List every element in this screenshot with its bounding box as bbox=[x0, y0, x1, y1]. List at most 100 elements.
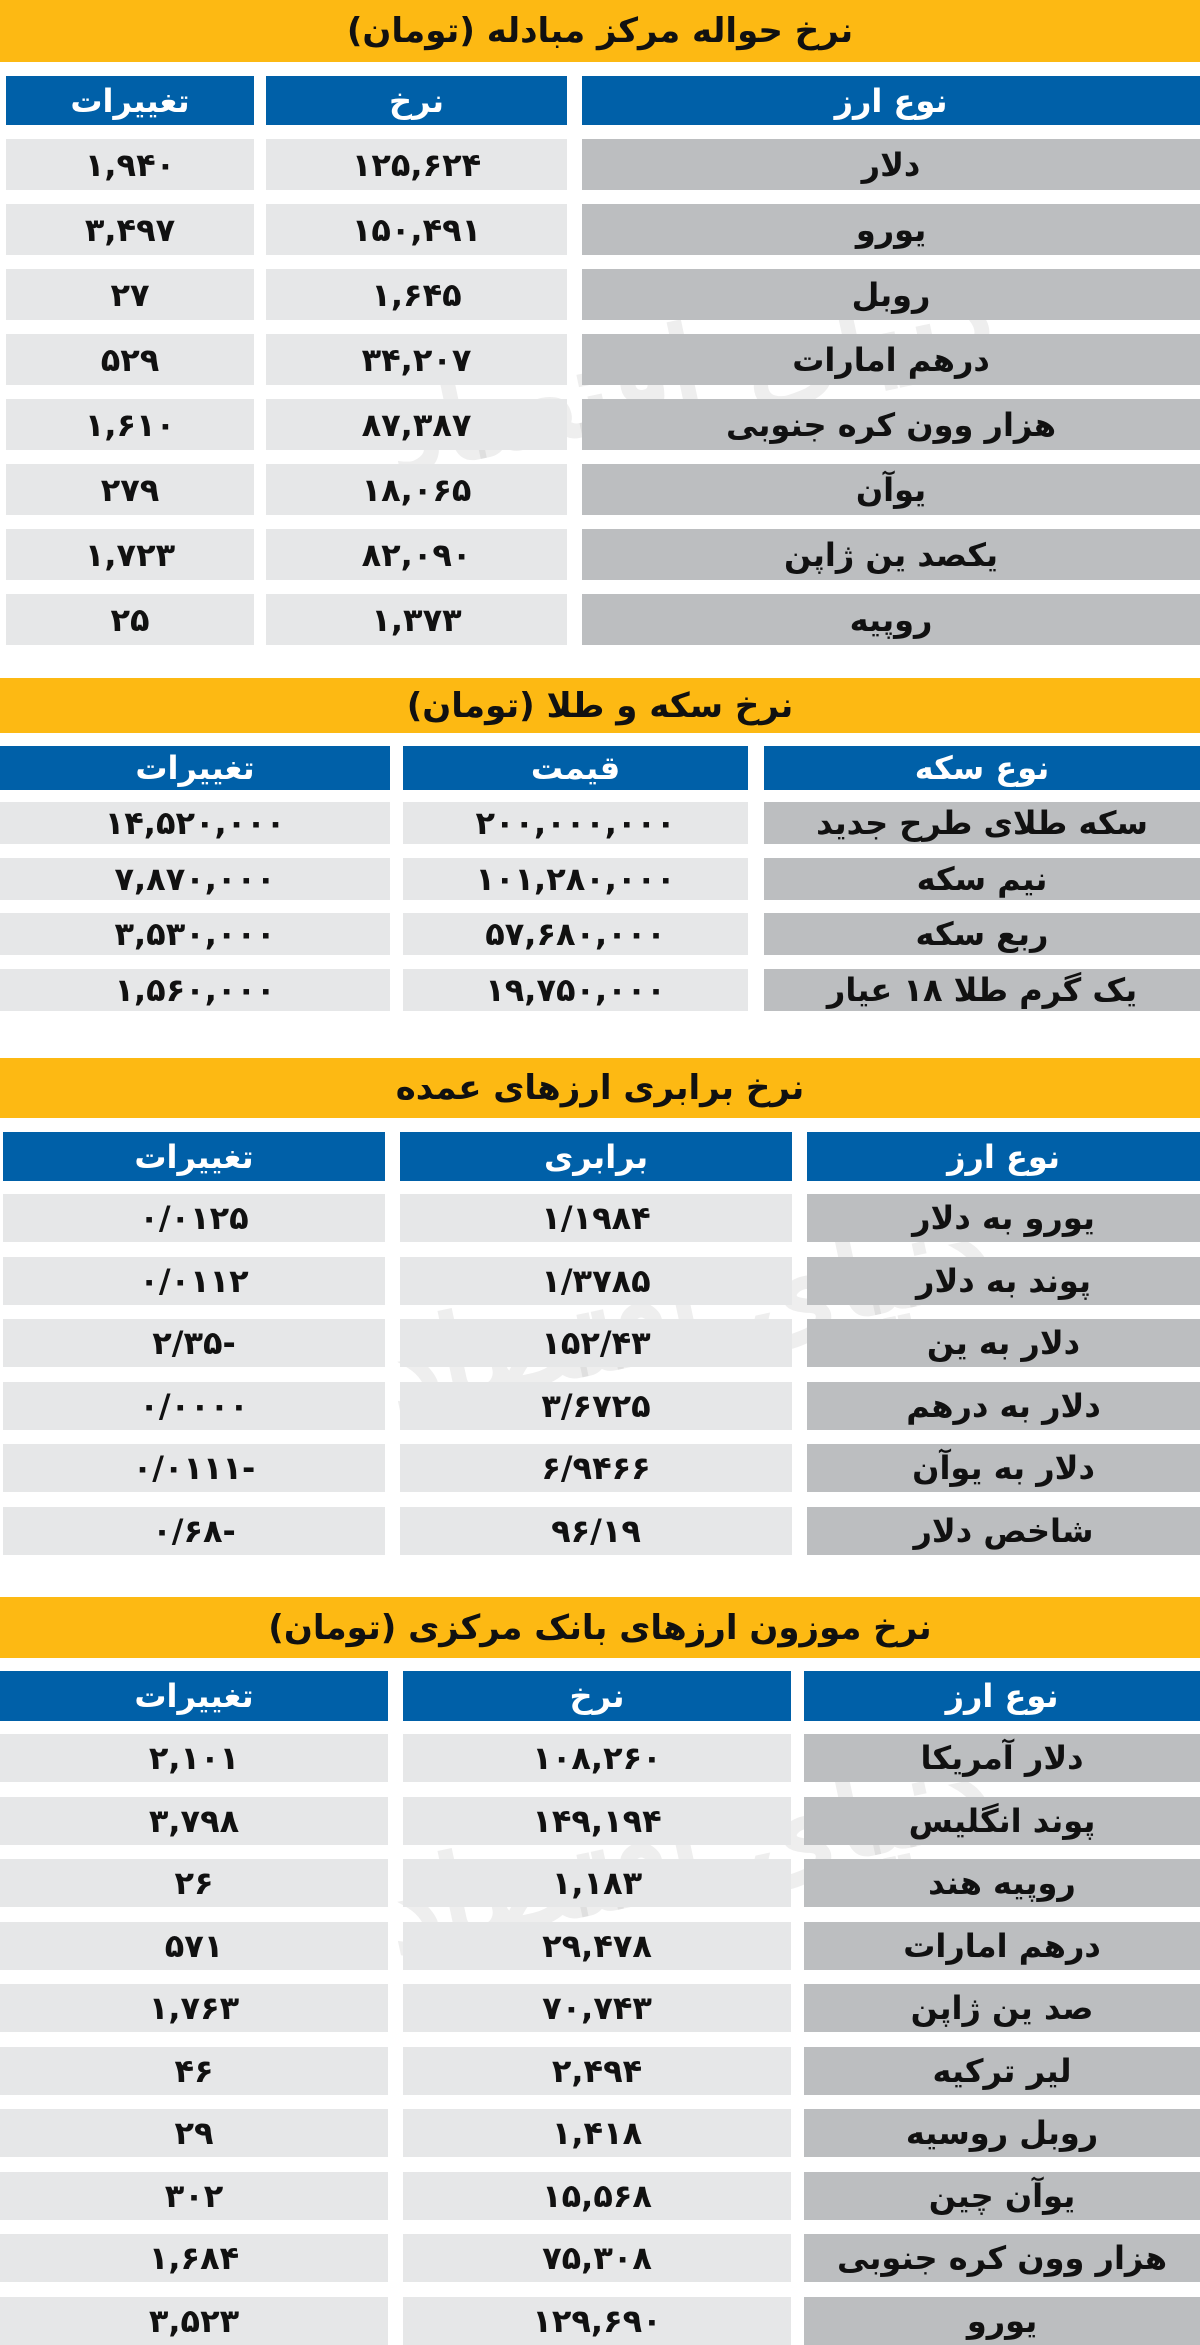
section-title: نرخ سکه و طلا (تومان) bbox=[0, 678, 1200, 733]
table-cell-change: ۱,۷۲۳ bbox=[6, 529, 254, 580]
table-cell-change: ۲۷ bbox=[6, 269, 254, 320]
table-cell-change: ۰/۰۰۰۰ bbox=[3, 1382, 385, 1430]
table-cell-change: ۷,۸۷۰,۰۰۰ bbox=[0, 858, 390, 900]
table-cell-change: ۵۲۹ bbox=[6, 334, 254, 385]
table-cell-change: ۱,۶۱۰ bbox=[6, 399, 254, 450]
table-cell-value: ۷۵,۳۰۸ bbox=[403, 2234, 791, 2282]
column-header-name: نوع سکه bbox=[764, 746, 1200, 790]
table-cell-change: ۵۷۱ bbox=[0, 1922, 388, 1970]
table-cell-value: ۳۴,۲۰۷ bbox=[266, 334, 567, 385]
table-cell-value: ۱,۳۷۳ bbox=[266, 594, 567, 645]
table-cell-value: ۱۴۹,۱۹۴ bbox=[403, 1797, 791, 1845]
column-header-change: تغییرات bbox=[3, 1132, 385, 1181]
table-cell-name: یکصد ین ژاپن bbox=[582, 529, 1200, 580]
table-cell-change: ۲۷۹ bbox=[6, 464, 254, 515]
table-cell-change: -۲/۳۵ bbox=[3, 1319, 385, 1367]
table-cell-value: ۳/۶۷۲۵ bbox=[400, 1382, 792, 1430]
table-cell-name: روبل bbox=[582, 269, 1200, 320]
section-title: نرخ موزون ارزهای بانک مرکزی (تومان) bbox=[0, 1597, 1200, 1658]
table-cell-name: هزار وون کره جنوبی bbox=[582, 399, 1200, 450]
column-header-value: قیمت bbox=[403, 746, 748, 790]
table-cell-name: روپیه هند bbox=[804, 1859, 1200, 1907]
table-cell-change: ۳,۷۹۸ bbox=[0, 1797, 388, 1845]
table-cell-change: ۱,۶۸۴ bbox=[0, 2234, 388, 2282]
table-cell-value: ۶/۹۴۶۶ bbox=[400, 1444, 792, 1492]
table-cell-change: ۰/۰۱۱۲ bbox=[3, 1257, 385, 1305]
table-cell-change: ۱,۵۶۰,۰۰۰ bbox=[0, 969, 390, 1011]
column-header-change: تغییرات bbox=[6, 76, 254, 125]
table-cell-name: دلار به درهم bbox=[807, 1382, 1200, 1430]
table-cell-change: ۲۶ bbox=[0, 1859, 388, 1907]
column-header-value: نرخ bbox=[266, 76, 567, 125]
table-cell-name: صد ین ژاپن bbox=[804, 1984, 1200, 2032]
table-cell-value: ۱/۱۹۸۴ bbox=[400, 1194, 792, 1242]
table-cell-change: ۳۰۲ bbox=[0, 2172, 388, 2220]
table-cell-name: یوآن bbox=[582, 464, 1200, 515]
table-cell-name: دلار به ین bbox=[807, 1319, 1200, 1367]
table-cell-change: ۲۹ bbox=[0, 2109, 388, 2157]
table-cell-value: ۱۰۱,۲۸۰,۰۰۰ bbox=[403, 858, 748, 900]
table-cell-name: پوند انگلیس bbox=[804, 1797, 1200, 1845]
table-cell-change: ۳,۴۹۷ bbox=[6, 204, 254, 255]
table-cell-change: -۰/۶۸ bbox=[3, 1507, 385, 1555]
table-cell-value: ۱۵۰,۴۹۱ bbox=[266, 204, 567, 255]
section-title: نرخ برابری ارزهای عمده bbox=[0, 1058, 1200, 1118]
table-cell-name: نیم سکه bbox=[764, 858, 1200, 900]
column-header-name: نوع ارز bbox=[804, 1671, 1200, 1721]
table-cell-value: ۱۸,۰۶۵ bbox=[266, 464, 567, 515]
table-cell-name: پوند به دلار bbox=[807, 1257, 1200, 1305]
table-cell-name: ربع سکه bbox=[764, 913, 1200, 955]
column-header-name: نوع ارز bbox=[582, 76, 1200, 125]
table-cell-value: ۱۵,۵۶۸ bbox=[403, 2172, 791, 2220]
table-cell-name: درهم امارات bbox=[582, 334, 1200, 385]
column-header-change: تغییرات bbox=[0, 746, 390, 790]
table-cell-change: ۳,۵۳۰,۰۰۰ bbox=[0, 913, 390, 955]
table-cell-name: یورو به دلار bbox=[807, 1194, 1200, 1242]
table-cell-value: ۱۰۸,۲۶۰ bbox=[403, 1734, 791, 1782]
table-cell-value: ۱/۳۷۸۵ bbox=[400, 1257, 792, 1305]
table-cell-change: ۲۵ bbox=[6, 594, 254, 645]
table-cell-value: ۱۵۲/۴۳ bbox=[400, 1319, 792, 1367]
table-cell-value: ۸۷,۳۸۷ bbox=[266, 399, 567, 450]
table-cell-name: یورو bbox=[582, 204, 1200, 255]
table-cell-value: ۹۶/۱۹ bbox=[400, 1507, 792, 1555]
column-header-name: نوع ارز bbox=[807, 1132, 1200, 1181]
table-cell-value: ۱۲۵,۶۲۴ bbox=[266, 139, 567, 190]
table-cell-name: لیر ترکیه bbox=[804, 2047, 1200, 2095]
table-cell-value: ۱۹,۷۵۰,۰۰۰ bbox=[403, 969, 748, 1011]
table-cell-value: ۲,۴۹۴ bbox=[403, 2047, 791, 2095]
table-cell-name: روپیه bbox=[582, 594, 1200, 645]
table-cell-name: دلار bbox=[582, 139, 1200, 190]
table-cell-name: درهم امارات bbox=[804, 1922, 1200, 1970]
table-cell-name: یوآن چین bbox=[804, 2172, 1200, 2220]
table-cell-change: ۳,۵۲۳ bbox=[0, 2297, 388, 2345]
table-cell-name: روبل روسیه bbox=[804, 2109, 1200, 2157]
table-cell-change: ۲,۱۰۱ bbox=[0, 1734, 388, 1782]
table-cell-change: ۱۴,۵۲۰,۰۰۰ bbox=[0, 802, 390, 844]
table-cell-value: ۲۹,۴۷۸ bbox=[403, 1922, 791, 1970]
column-header-change: تغییرات bbox=[0, 1671, 388, 1721]
table-cell-change: ۰/۰۱۲۵ bbox=[3, 1194, 385, 1242]
table-cell-name: شاخص دلار bbox=[807, 1507, 1200, 1555]
table-cell-change: ۱,۹۴۰ bbox=[6, 139, 254, 190]
table-cell-value: ۱,۶۴۵ bbox=[266, 269, 567, 320]
section-title: نرخ حواله مرکز مبادله (تومان) bbox=[0, 0, 1200, 62]
table-cell-change: ۴۶ bbox=[0, 2047, 388, 2095]
table-cell-value: ۲۰۰,۰۰۰,۰۰۰ bbox=[403, 802, 748, 844]
table-cell-value: ۷۰,۷۴۳ bbox=[403, 1984, 791, 2032]
table-cell-value: ۸۲,۰۹۰ bbox=[266, 529, 567, 580]
table-cell-value: ۱,۱۸۳ bbox=[403, 1859, 791, 1907]
table-cell-value: ۱۲۹,۶۹۰ bbox=[403, 2297, 791, 2345]
table-cell-name: سکه طلای طرح جدید bbox=[764, 802, 1200, 844]
column-header-value: نرخ bbox=[403, 1671, 791, 1721]
table-cell-value: ۱,۴۱۸ bbox=[403, 2109, 791, 2157]
table-cell-name: دلار آمریکا bbox=[804, 1734, 1200, 1782]
column-header-value: برابری bbox=[400, 1132, 792, 1181]
table-cell-name: یورو bbox=[804, 2297, 1200, 2345]
table-cell-name: یک گرم طلا ۱۸ عیار bbox=[764, 969, 1200, 1011]
table-cell-change: ۱,۷۶۳ bbox=[0, 1984, 388, 2032]
table-cell-change: -۰/۰۱۱۱ bbox=[3, 1444, 385, 1492]
table-cell-name: دلار به یوآن bbox=[807, 1444, 1200, 1492]
table-cell-name: هزار وون کره جنوبی bbox=[804, 2234, 1200, 2282]
table-cell-value: ۵۷,۶۸۰,۰۰۰ bbox=[403, 913, 748, 955]
